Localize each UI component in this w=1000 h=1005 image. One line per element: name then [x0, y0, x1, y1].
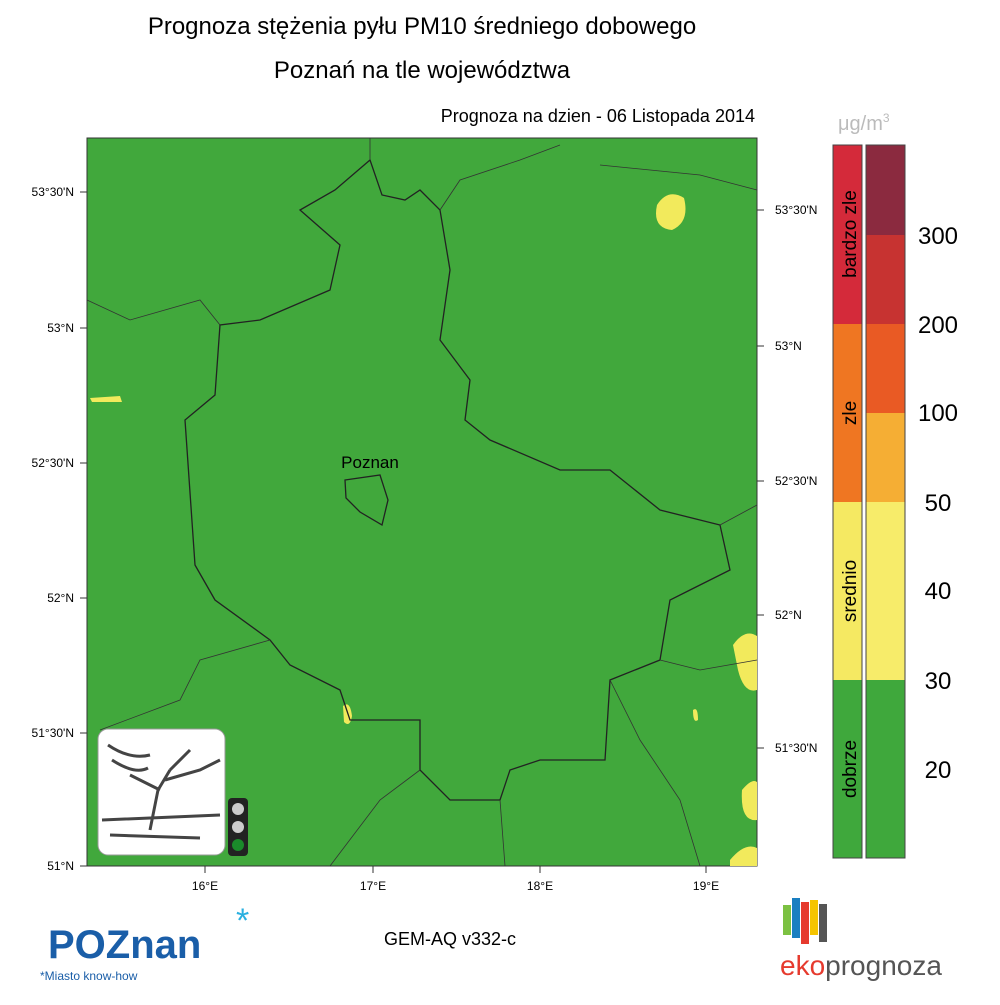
- weather-icon: [97, 728, 248, 856]
- lat-label-left: 51°30'N: [32, 726, 74, 740]
- threshold-label: 300: [918, 223, 958, 250]
- category-label: bardzo zle: [840, 190, 861, 278]
- lat-label-right: 52°30'N: [775, 474, 817, 488]
- legend: μg/m3: [832, 111, 906, 859]
- lon-label: 16°E: [192, 879, 218, 893]
- lon-label: 17°E: [360, 879, 386, 893]
- model-name: GEM-AQ v332-c: [384, 929, 516, 949]
- brand-prefix: eko: [780, 950, 825, 981]
- scale-frame: [832, 144, 906, 859]
- scale-cell: [833, 324, 862, 502]
- lat-label-left: 52°30'N: [32, 456, 74, 470]
- category-label: zle: [840, 401, 861, 425]
- scale-cell: [866, 145, 905, 235]
- brand: ekoprognoza: [780, 950, 942, 981]
- lon-label: 19°E: [693, 879, 719, 893]
- map: Poznan: [86, 137, 758, 867]
- lat-label-left: 53°N: [47, 321, 74, 335]
- threshold-label: 20: [925, 757, 952, 784]
- lat-label-right: 53°N: [775, 339, 802, 353]
- lat-label-right: 53°30'N: [775, 203, 817, 217]
- brand-bars: [783, 898, 827, 944]
- subtitle: Poznań na tle województwa: [274, 57, 571, 84]
- scale-cell: [866, 235, 905, 324]
- bar: [819, 904, 827, 942]
- unit-power: 3: [883, 111, 890, 125]
- bar: [792, 898, 800, 938]
- logo-asterisk: *: [236, 902, 249, 940]
- threshold-label: 30: [925, 668, 952, 695]
- neighbor-borders: [86, 138, 758, 867]
- icon-frame: [97, 728, 226, 856]
- poznan-border: [344, 474, 389, 527]
- threshold-label: 40: [925, 578, 952, 605]
- bar: [783, 905, 791, 935]
- threshold-label: 50: [925, 490, 952, 517]
- light-middle: [232, 821, 244, 833]
- scale-cell: [866, 680, 905, 858]
- scale-cell: [833, 502, 862, 680]
- scale-cell: [866, 502, 905, 680]
- lat-label-left: 51°N: [47, 859, 74, 873]
- bar: [810, 900, 818, 935]
- scale-cell: [866, 413, 905, 502]
- brand-suffix: prognoza: [825, 950, 942, 981]
- city-motto: *Miasto know-how: [40, 969, 138, 983]
- threshold-label: 200: [918, 312, 958, 339]
- unit: μg/m3: [838, 111, 890, 135]
- light-bottom: [232, 839, 244, 851]
- lat-label-right: 52°N: [775, 608, 802, 622]
- city-logo: POZnan: [48, 923, 201, 967]
- footer: POZnan * *Miasto know-how GEM-AQ v332-c …: [40, 898, 942, 983]
- bar: [801, 902, 809, 944]
- lat-label-left: 53°30'N: [32, 185, 74, 199]
- category-label: dobrze: [840, 740, 861, 798]
- city-label: Poznan: [341, 453, 399, 472]
- lon-label: 18°E: [527, 879, 553, 893]
- light-top: [232, 803, 244, 815]
- forecast-date: Prognoza na dzien - 06 Listopada 2014: [441, 106, 755, 126]
- tree-drawing: [101, 743, 221, 840]
- lat-label-right: 51°30'N: [775, 741, 817, 755]
- category-label: srednio: [840, 560, 861, 622]
- threshold-label: 100: [918, 400, 958, 427]
- unit-base: μg/m: [838, 113, 883, 135]
- scale-cell: [866, 324, 905, 413]
- voivodeship-border: [184, 158, 731, 801]
- scale-cell: [833, 145, 862, 324]
- lat-label-left: 52°N: [47, 591, 74, 605]
- title: Prognoza stężenia pyłu PM10 średniego do…: [148, 13, 696, 40]
- scale-cell: [833, 680, 862, 858]
